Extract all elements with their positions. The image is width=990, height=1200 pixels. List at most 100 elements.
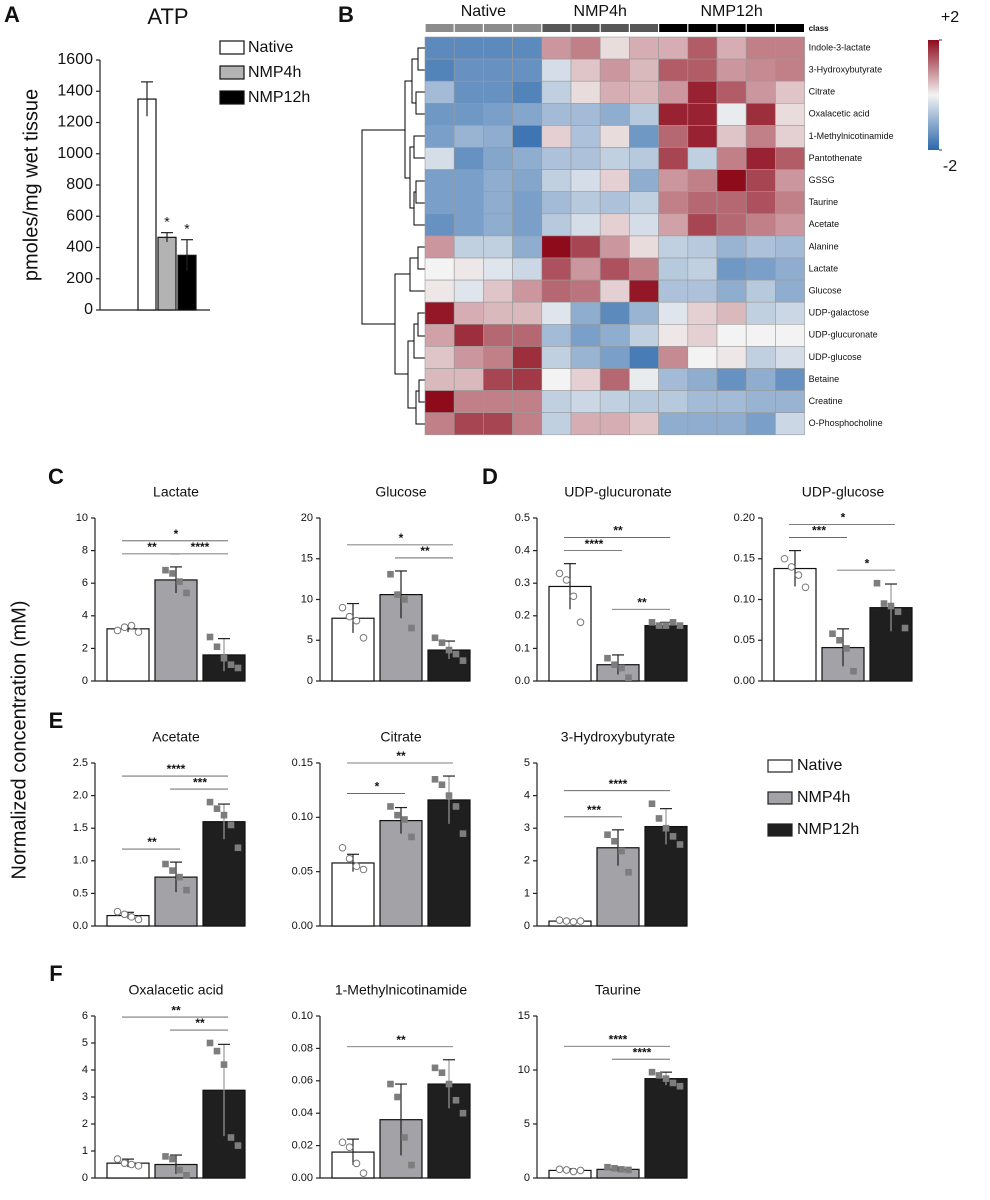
y-tick-label: 0 <box>82 1172 88 1184</box>
data-point <box>445 646 453 654</box>
heatmap-cell <box>745 80 776 104</box>
heatmap-cell <box>453 125 484 148</box>
data-point <box>445 1080 453 1088</box>
y-tick-label: 0.10 <box>734 593 755 605</box>
heatmap-cell <box>453 191 484 215</box>
panel-label: B <box>338 2 354 27</box>
data-point <box>134 915 143 924</box>
heatmap-cell <box>716 346 747 369</box>
heatmap-cell <box>658 257 689 281</box>
data-point <box>227 1134 235 1141</box>
heatmap-cell <box>745 36 776 60</box>
y-tick-label: 15 <box>301 553 313 565</box>
y-tick-label: 4 <box>524 790 530 802</box>
y-tick-label: 2.0 <box>73 790 88 802</box>
data-point <box>234 1142 242 1149</box>
y-tick-label: 5 <box>307 634 313 646</box>
y-tick-label: 0.00 <box>734 675 755 687</box>
data-point <box>431 776 439 783</box>
chart-title: Taurine <box>595 982 641 998</box>
y-tick-label: 0.06 <box>292 1075 313 1087</box>
heatmap-cell <box>424 323 455 347</box>
heatmap-cell <box>541 169 572 193</box>
panel-label: F <box>49 961 62 986</box>
heatmap-cell <box>483 390 513 414</box>
y-tick-label: 0.2 <box>515 610 530 622</box>
data-point <box>113 1155 122 1163</box>
heatmap-cell <box>483 235 513 259</box>
class-bar <box>484 24 512 32</box>
heatmap-cell <box>541 36 572 60</box>
y-tick-label: 0.1 <box>515 642 530 654</box>
heatmap-cell <box>512 80 543 104</box>
y-tick-label: 600 <box>66 207 93 224</box>
data-point <box>676 1082 684 1090</box>
y-tick-label: 0.0 <box>515 675 530 687</box>
data-point <box>345 854 354 863</box>
data-point <box>618 664 625 672</box>
heatmap-cell <box>775 412 805 436</box>
significance-label: * <box>184 220 190 236</box>
data-point <box>562 1166 571 1174</box>
y-tick-label: 0.5 <box>73 887 88 899</box>
heatmap-cell <box>599 279 630 303</box>
data-point <box>894 608 902 616</box>
heatmap-cell <box>424 103 455 126</box>
significance-label: ** <box>637 595 647 609</box>
heatmap-cell <box>453 412 484 436</box>
data-point <box>625 868 632 876</box>
data-point <box>611 661 618 668</box>
data-point <box>234 664 242 672</box>
row-label: Pantothenate <box>809 153 863 163</box>
bar <box>379 819 423 927</box>
chart-title: Citrate <box>380 729 421 745</box>
y-tick-label: 4 <box>82 1064 88 1076</box>
heatmap-cell <box>512 346 543 369</box>
heatmap-cell <box>658 235 689 259</box>
row-label: UDP-glucose <box>809 352 862 362</box>
significance-label: ** <box>195 1016 205 1030</box>
data-point <box>345 612 354 621</box>
heatmap-cell <box>775 279 805 303</box>
data-point <box>206 798 214 806</box>
data-point <box>408 624 415 632</box>
heatmap-cell <box>716 235 747 259</box>
heatmap-cell <box>716 323 747 347</box>
heatmap-cell <box>687 412 718 436</box>
data-point <box>183 589 190 597</box>
heatmap-cell <box>658 412 689 436</box>
y-tick-label: 1000 <box>57 145 93 162</box>
class-title: class <box>809 24 830 33</box>
heatmap-cell <box>599 103 630 126</box>
y-tick-label: 0.08 <box>292 1042 313 1054</box>
error-bar <box>141 81 153 117</box>
data-point <box>338 843 347 852</box>
heatmap-cell <box>687 36 718 60</box>
heatmap-cell <box>745 346 776 369</box>
data-point <box>120 623 129 632</box>
heatmap-cell <box>658 103 689 126</box>
heatmap-cell <box>512 213 543 237</box>
colorbar-label: -2 <box>943 158 957 175</box>
heatmap-cell <box>570 323 601 347</box>
heatmap-cell <box>599 323 630 347</box>
heatmap-cell <box>629 346 659 369</box>
heatmap-cell <box>512 412 543 436</box>
heatmap-cell <box>512 169 543 193</box>
data-point <box>438 781 446 789</box>
data-point <box>829 630 836 638</box>
heatmap-cell <box>745 213 776 237</box>
class-bar <box>542 24 571 32</box>
data-point <box>227 661 235 668</box>
bar <box>331 862 375 927</box>
data-point <box>352 616 361 625</box>
heatmap-cell <box>716 80 747 104</box>
data-point <box>459 657 467 664</box>
data-point <box>625 674 632 682</box>
heatmap-cell <box>658 390 689 414</box>
heatmap-cell <box>453 346 484 369</box>
heatmap-cell <box>687 191 718 215</box>
significance-label: ** <box>147 835 157 849</box>
legend-label: NMP12h <box>797 821 859 838</box>
heatmap-cell <box>745 191 776 215</box>
